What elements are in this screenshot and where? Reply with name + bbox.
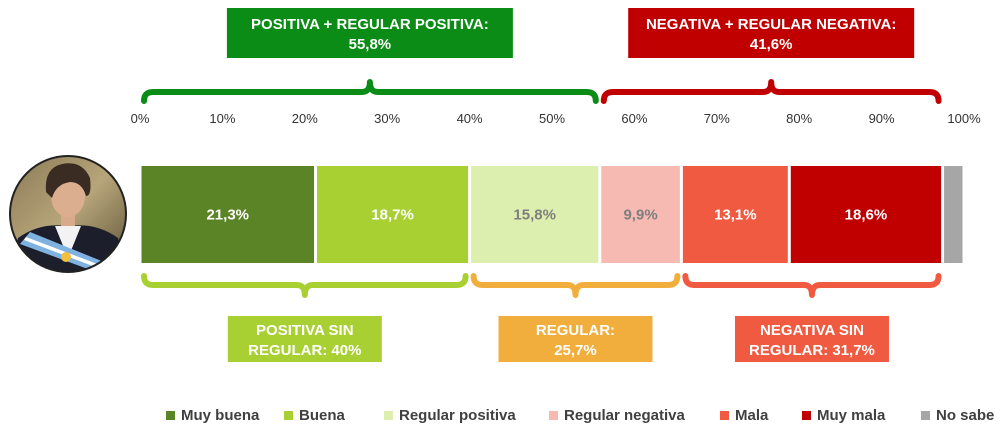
bar-segment (944, 166, 963, 263)
legend-label: Mala (735, 407, 769, 424)
top-groups: POSITIVA + REGULAR POSITIVA: 55,8% NEGATIV… (141, 8, 942, 104)
group-brace (682, 273, 942, 298)
group-box (498, 316, 653, 362)
group-brace (470, 273, 681, 298)
tick-label: 0% (131, 111, 150, 126)
bar-segment (141, 166, 315, 263)
group-box (226, 8, 513, 58)
group-label: REGULAR: (536, 322, 615, 339)
group-box (734, 316, 889, 362)
legend-label: No sabe (936, 407, 994, 424)
tick-label: 30% (374, 111, 400, 126)
group-value: REGULAR: 40% (248, 342, 361, 359)
group-label: NEGATIVA SIN (760, 322, 864, 339)
tick-label: 100% (947, 111, 981, 126)
bar-segments: 21,3% 18,7% 15,8% 9,9% 13,1% 18,6% (141, 166, 963, 263)
legend-label: Muy mala (817, 407, 886, 424)
bar-segment (682, 166, 788, 263)
bar-data-label: 9,9% (623, 207, 657, 224)
group-value: 41,6% (750, 36, 793, 53)
tick-label: 80% (786, 111, 812, 126)
group-brace (141, 79, 599, 104)
bar-segment (601, 166, 680, 263)
tick-label: 10% (209, 111, 235, 126)
bar-data-label: 18,7% (371, 207, 414, 224)
bottom-groups: POSITIVA SIN REGULAR: 40% REGULAR: 25,7% NEG… (141, 273, 942, 362)
legend: Muy buena Buena Regular positiva Regular ne… (166, 407, 994, 424)
bar-data-label: 18,6% (845, 207, 888, 224)
group-label: NEGATIVA + REGULAR NEGATIVA: (646, 16, 896, 33)
tick-label: 40% (457, 111, 483, 126)
legend-swatch (384, 411, 393, 420)
legend-label: Regular negativa (564, 407, 686, 424)
legend-label: Buena (299, 407, 346, 424)
group-brace (600, 79, 942, 104)
tick-label: 70% (704, 111, 730, 126)
group-label: POSITIVA + REGULAR POSITIVA: (251, 16, 489, 33)
bar-segment (790, 166, 942, 263)
legend-swatch (720, 411, 729, 420)
group-value: 55,8% (349, 36, 392, 53)
axis-ticks: 0% 10% 20% 30% 40% 50% 60% 70% 80% 90% 100% (131, 111, 981, 126)
legend-label: Muy buena (181, 407, 260, 424)
tick-label: 50% (539, 111, 565, 126)
legend-swatch (549, 411, 558, 420)
group-box (628, 8, 915, 58)
tick-label: 90% (869, 111, 895, 126)
bar-data-label: 21,3% (206, 207, 249, 224)
group-value: 25,7% (554, 342, 597, 359)
tick-label: 60% (621, 111, 647, 126)
tick-label: 20% (292, 111, 318, 126)
bar-data-label: 13,1% (714, 207, 757, 224)
group-value: REGULAR: 31,7% (749, 342, 875, 359)
legend-swatch (166, 411, 175, 420)
group-box (227, 316, 382, 362)
legend-swatch (921, 411, 930, 420)
group-label: POSITIVA SIN (256, 322, 354, 339)
bar-data-label: 15,8% (513, 207, 556, 224)
group-brace (141, 273, 469, 298)
bar-segment (471, 166, 599, 263)
bar-segment (317, 166, 469, 263)
legend-swatch (284, 411, 293, 420)
legend-label: Regular positiva (399, 407, 516, 424)
avatar (9, 155, 127, 273)
legend-swatch (802, 411, 811, 420)
